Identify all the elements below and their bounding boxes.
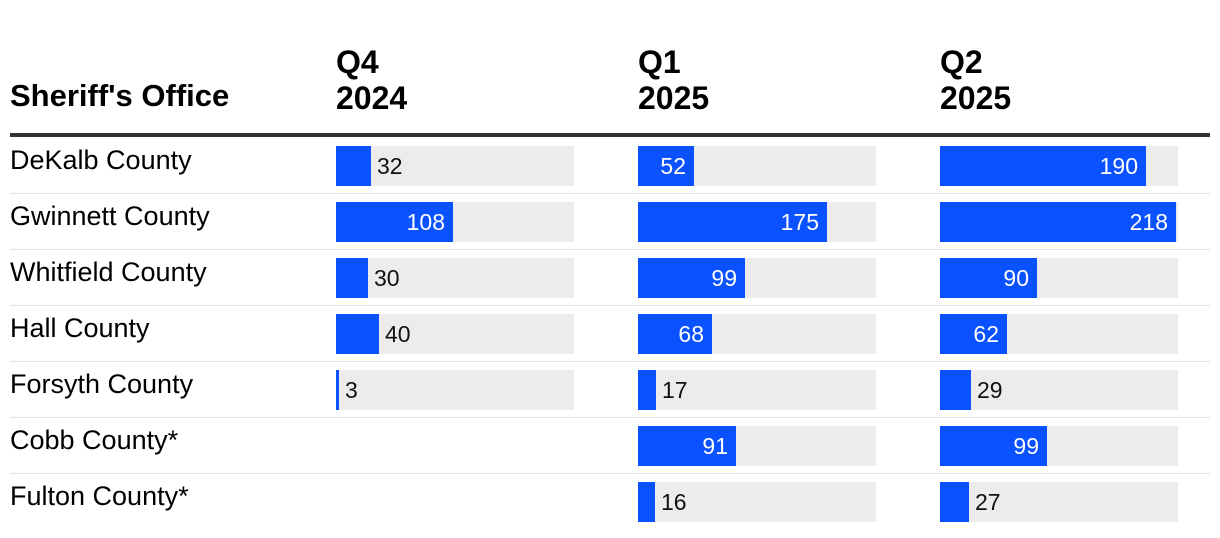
bar — [336, 314, 379, 354]
header-sheriffs-office: Sheriff's Office — [10, 78, 230, 113]
value-label: 30 — [374, 265, 400, 291]
row-label: Forsyth County — [10, 369, 194, 399]
row-divider — [10, 193, 1210, 194]
bar — [638, 370, 656, 410]
value-label: 99 — [1013, 433, 1039, 459]
bar — [940, 146, 1146, 186]
bar — [638, 202, 827, 242]
row-divider — [10, 361, 1210, 362]
value-label: 29 — [977, 377, 1003, 403]
value-label: 62 — [973, 321, 999, 347]
row-label: Cobb County* — [10, 425, 179, 455]
row-label: DeKalb County — [10, 145, 192, 175]
value-label: 32 — [377, 153, 403, 179]
row-divider — [10, 249, 1210, 250]
bar — [940, 202, 1176, 242]
bar — [638, 258, 745, 298]
bar — [940, 314, 1007, 354]
bar — [336, 370, 339, 410]
column-header: Q4 2024 — [336, 44, 408, 116]
bar — [638, 146, 694, 186]
bar-track — [940, 370, 1178, 410]
value-label: 91 — [702, 433, 728, 459]
bar-table: Sheriff's Office Q4 2024 Q1 2025 Q2 2025 D… — [10, 0, 1210, 538]
value-label: 3 — [345, 377, 358, 403]
bar-track — [336, 146, 574, 186]
value-label: 17 — [662, 377, 688, 403]
header-rule — [10, 133, 1210, 137]
bar — [638, 314, 712, 354]
bar — [638, 482, 655, 522]
value-label: 68 — [678, 321, 704, 347]
bar — [940, 258, 1037, 298]
row-divider — [10, 305, 1210, 306]
bar-track — [638, 482, 876, 522]
value-label: 16 — [661, 489, 687, 515]
bar-track — [336, 258, 574, 298]
bar-track — [638, 370, 876, 410]
row-label: Gwinnett County — [10, 201, 210, 231]
value-label: 108 — [406, 209, 445, 235]
value-label: 175 — [780, 209, 819, 235]
bar-track — [940, 482, 1178, 522]
bar — [336, 258, 368, 298]
value-label: 52 — [660, 153, 686, 179]
bar-track — [336, 370, 574, 410]
row-divider — [10, 417, 1210, 418]
bar — [638, 426, 736, 466]
bar — [336, 146, 371, 186]
bar — [940, 482, 969, 522]
row-label: Whitfield County — [10, 257, 207, 287]
value-label: 99 — [711, 265, 737, 291]
value-label: 90 — [1003, 265, 1029, 291]
value-label: 218 — [1129, 209, 1168, 235]
bar — [940, 426, 1047, 466]
column-header: Q1 2025 — [638, 44, 710, 116]
bar — [336, 202, 453, 242]
row-divider — [10, 473, 1210, 474]
column-header: Q2 2025 — [940, 44, 1012, 116]
value-label: 27 — [975, 489, 1001, 515]
row-label: Fulton County* — [10, 481, 189, 511]
value-label: 40 — [385, 321, 411, 347]
bar — [940, 370, 971, 410]
value-label: 190 — [1099, 153, 1138, 179]
row-label: Hall County — [10, 313, 150, 343]
